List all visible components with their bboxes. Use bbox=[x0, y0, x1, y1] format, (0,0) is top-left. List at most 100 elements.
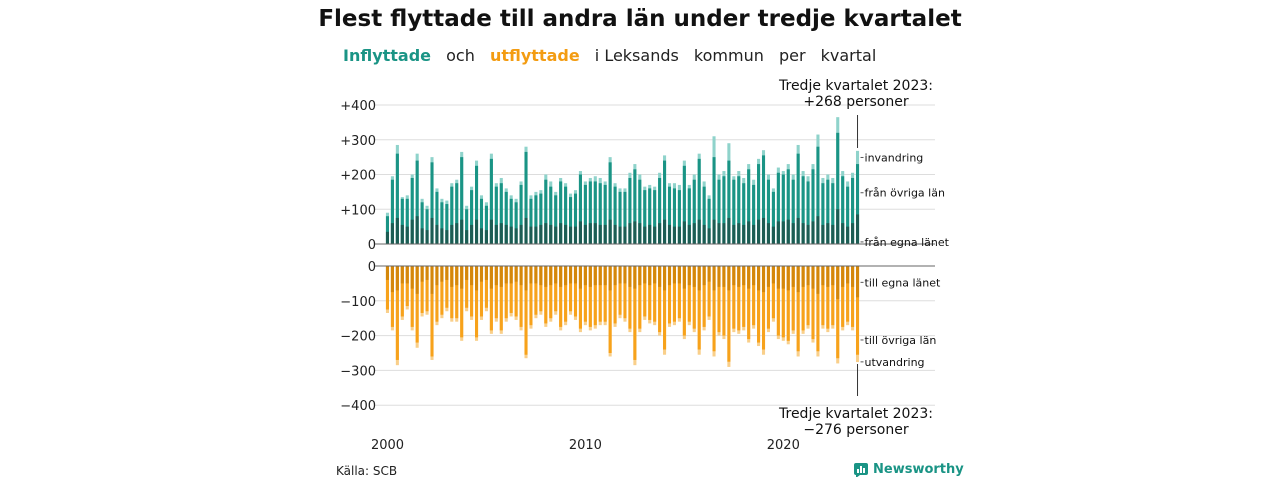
bar-till-övriga-län bbox=[470, 266, 474, 317]
bar-till-egna-länet bbox=[841, 266, 845, 287]
bar-från-egna-länet bbox=[697, 219, 701, 244]
bar-till-övriga-län bbox=[638, 266, 642, 329]
bar-från-övriga-län bbox=[663, 160, 667, 244]
bar-till-övriga-län bbox=[682, 266, 686, 336]
bar-från-egna-länet bbox=[712, 219, 716, 244]
bar-från-övriga-län bbox=[796, 153, 800, 244]
bar-till-egna-länet bbox=[484, 266, 488, 280]
bar-från-egna-länet bbox=[395, 217, 399, 244]
annotations: Tredje kvartalet 2023: +268 personer Tre… bbox=[778, 78, 933, 438]
bar-från-egna-länet bbox=[554, 226, 558, 245]
subtitle-kvartal: kvartal bbox=[820, 46, 877, 65]
bar-till-övriga-län bbox=[732, 266, 736, 329]
bar-från-övriga-län bbox=[559, 181, 563, 244]
bar-från-egna-länet bbox=[479, 228, 484, 244]
bar-till-övriga-län bbox=[559, 266, 563, 327]
bar-från-övriga-län bbox=[831, 183, 835, 244]
x-tick-label: 2020 bbox=[767, 438, 800, 453]
bar-från-övriga-län bbox=[682, 165, 686, 244]
bar-till-övriga-län bbox=[554, 266, 558, 312]
x-tick-label: 2000 bbox=[371, 438, 404, 453]
bar-från-övriga-län bbox=[841, 176, 845, 244]
bar-från-övriga-län bbox=[628, 177, 632, 244]
bar-till-egna-länet bbox=[757, 266, 761, 291]
bar-från-övriga-län bbox=[801, 176, 805, 244]
bar-till-egna-länet bbox=[385, 266, 390, 280]
bar-till-övriga-län bbox=[702, 266, 706, 327]
bar-till-egna-länet bbox=[702, 266, 706, 286]
bar-till-egna-länet bbox=[539, 266, 543, 286]
y-tick-label-top: 0 bbox=[368, 238, 376, 253]
bar-från-egna-länet bbox=[702, 224, 706, 244]
bar-till-egna-länet bbox=[643, 266, 647, 284]
bar-till-egna-länet bbox=[633, 266, 637, 289]
subtitle-kommun: kommun bbox=[693, 46, 764, 65]
bar-från-egna-länet bbox=[638, 223, 642, 244]
bar-till-egna-länet bbox=[390, 266, 394, 293]
bar-från-övriga-län bbox=[400, 198, 404, 244]
y-tick-label-bottom: −400 bbox=[340, 399, 376, 414]
bar-från-övriga-län bbox=[633, 169, 637, 244]
bar-till-egna-länet bbox=[450, 266, 454, 287]
bar-till-egna-länet bbox=[554, 266, 558, 284]
bar-till-egna-länet bbox=[415, 266, 419, 294]
bar-till-egna-länet bbox=[603, 266, 607, 286]
bar-från-övriga-län bbox=[702, 186, 706, 244]
bar-från-egna-länet bbox=[603, 224, 607, 244]
x-tick-label: 2010 bbox=[569, 438, 602, 453]
bar-från-övriga-län bbox=[573, 193, 578, 244]
bar-till-övriga-län bbox=[519, 266, 523, 327]
bar-från-övriga-län bbox=[821, 183, 825, 244]
bar-till-egna-länet bbox=[499, 266, 503, 287]
bar-från-egna-länet bbox=[851, 223, 855, 244]
bar-till-övriga-län bbox=[593, 266, 597, 326]
bar-från-övriga-län bbox=[717, 179, 721, 244]
bar-till-övriga-län bbox=[598, 266, 602, 322]
bar-från-övriga-län bbox=[776, 172, 780, 244]
bar-från-egna-länet bbox=[529, 226, 533, 245]
bar-från-egna-länet bbox=[484, 230, 488, 244]
brand-logo[interactable]: Newsworthy bbox=[854, 462, 964, 477]
bar-från-egna-länet bbox=[826, 223, 830, 244]
bar-från-övriga-län bbox=[519, 184, 523, 244]
bar-till-övriga-län bbox=[415, 266, 419, 343]
bar-till-övriga-län bbox=[569, 266, 573, 312]
bar-till-egna-länet bbox=[663, 266, 667, 291]
bar-från-övriga-län bbox=[475, 165, 479, 244]
bar-från-egna-länet bbox=[494, 224, 498, 244]
bar-från-egna-länet bbox=[623, 226, 627, 245]
bar-från-övriga-län bbox=[549, 186, 553, 244]
bar-från-egna-länet bbox=[742, 224, 746, 244]
bar-till-övriga-län bbox=[781, 266, 785, 338]
y-tick-label-top: +400 bbox=[340, 99, 376, 114]
bar-från-övriga-län bbox=[514, 202, 518, 244]
bar-till-egna-länet bbox=[514, 266, 518, 282]
bar-till-övriga-län bbox=[722, 266, 726, 336]
bar-från-egna-länet bbox=[578, 221, 582, 244]
bar-till-egna-länet bbox=[395, 266, 399, 291]
bar-till-övriga-län bbox=[455, 266, 459, 319]
bar-från-egna-länet bbox=[445, 230, 449, 244]
y-tick-label-top: +100 bbox=[340, 203, 376, 218]
bar-till-egna-länet bbox=[653, 266, 657, 284]
bar-från-övriga-län bbox=[672, 188, 676, 244]
bar-från-egna-länet bbox=[390, 223, 394, 244]
bar-till-egna-länet bbox=[742, 266, 746, 286]
bar-till-övriga-län bbox=[435, 266, 439, 322]
bar-från-övriga-län bbox=[544, 179, 548, 244]
bar-till-övriga-län bbox=[826, 266, 830, 329]
bar-från-övriga-län bbox=[692, 179, 696, 244]
bar-till-övriga-län bbox=[831, 266, 835, 326]
y-tick-label-bottom: −300 bbox=[340, 364, 376, 379]
bar-från-egna-länet bbox=[682, 221, 686, 244]
bar-till-övriga-län bbox=[618, 266, 622, 315]
bar-till-egna-länet bbox=[583, 266, 587, 286]
bar-från-egna-länet bbox=[475, 219, 479, 244]
bar-till-övriga-län bbox=[707, 266, 711, 317]
bar-från-egna-länet bbox=[415, 216, 419, 244]
bar-till-egna-länet bbox=[445, 266, 449, 280]
y-tick-label-bottom: −100 bbox=[340, 295, 376, 310]
bar-till-övriga-län bbox=[489, 266, 493, 331]
bar-från-egna-länet bbox=[692, 223, 696, 244]
